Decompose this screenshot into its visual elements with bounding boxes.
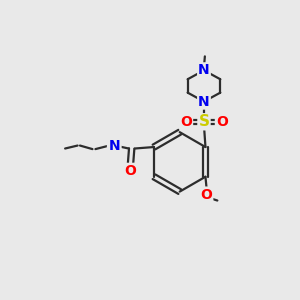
Text: H: H [108,141,117,151]
Text: S: S [199,114,209,129]
Text: O: O [180,115,192,129]
Text: N: N [109,139,121,153]
Text: N: N [198,94,210,109]
Text: O: O [200,188,212,202]
Text: N: N [198,63,210,77]
Text: O: O [216,115,228,129]
Text: O: O [124,164,136,178]
